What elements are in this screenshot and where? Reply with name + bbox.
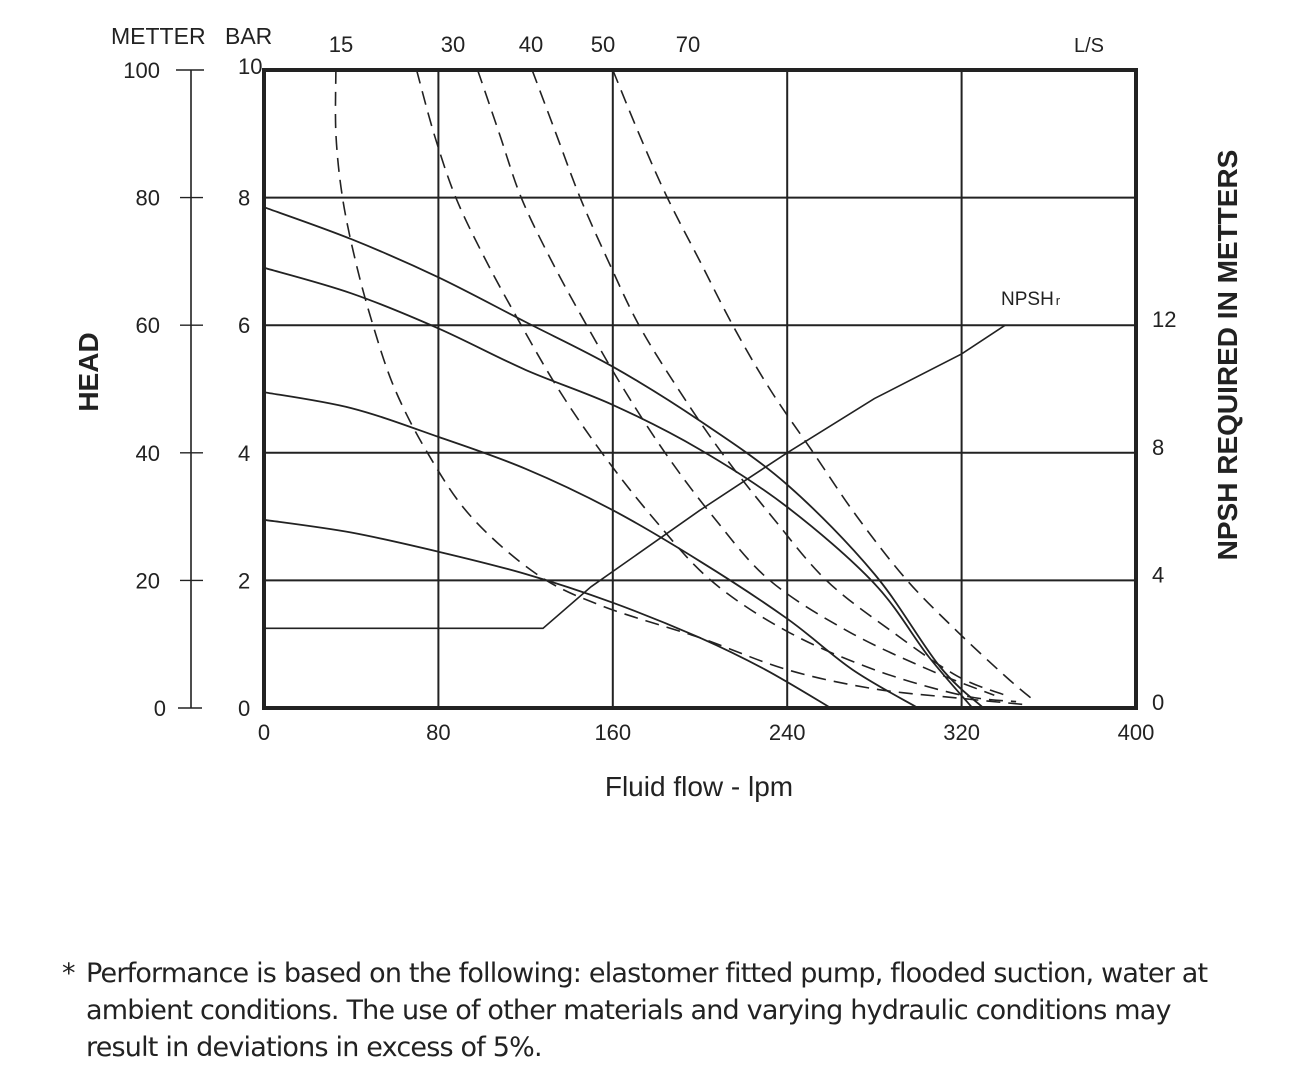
left-meter-scale: 0 20 40 60 80 100	[123, 58, 204, 721]
top-tick-label-50: 50	[591, 32, 615, 57]
air-consumption-curve-air-70	[612, 70, 1032, 700]
npsh-axis-title: NPSH REQUIRED IN METTERS	[1212, 150, 1243, 561]
npsh-label-sub: r	[1056, 293, 1061, 308]
npsh-tick-label-0: 0	[1152, 690, 1164, 715]
head-curve-curve-4	[264, 518, 832, 708]
x-axis-title: Fluid flow - lpm	[605, 771, 793, 802]
bar-tick-label-4: 4	[238, 441, 250, 466]
bar-tick-label-6: 6	[238, 313, 250, 338]
top-tick-label-15: 15	[329, 32, 353, 57]
air-consumption-curve-air-15	[334, 70, 1028, 706]
air-consumption-curve-air-40	[476, 70, 995, 696]
air-consumption-curve-air-50	[531, 70, 1006, 696]
meter-tick-label-100: 100	[123, 58, 160, 83]
head-curve-curve-1	[264, 206, 985, 708]
x-tick-label-160: 160	[594, 720, 631, 745]
meter-tick-label-0: 0	[154, 696, 166, 721]
meter-tick-label-40: 40	[136, 441, 160, 466]
meter-tick-label-20: 20	[136, 568, 160, 593]
npsh-label-main: NPSH	[1001, 289, 1054, 310]
plot-frame	[262, 68, 1138, 710]
npsh-tick-label-8: 8	[1152, 435, 1164, 460]
top-tick-label-30: 30	[441, 32, 465, 57]
npsh-curve	[264, 324, 1006, 630]
bar-tick-label-8: 8	[238, 186, 250, 211]
top-tick-label-70: 70	[676, 32, 700, 57]
data-curves	[264, 70, 1032, 708]
top-tick-label-40: 40	[519, 32, 543, 57]
head-curve-curve-2	[264, 266, 974, 708]
performance-footnote: * Performance is based on the following:…	[62, 955, 1242, 1066]
bar-tick-label-0: 0	[238, 696, 250, 721]
bar-axis-label: BAR	[225, 23, 272, 49]
x-tick-label-320: 320	[943, 720, 980, 745]
meter-tick-label-80: 80	[136, 186, 160, 211]
x-tick-label-80: 80	[426, 720, 450, 745]
npsh-tick-label-12: 12	[1152, 307, 1176, 332]
meter-axis-label: METTER	[111, 23, 206, 49]
bar-tick-label-10: 10	[238, 54, 262, 79]
bar-tick-label-2: 2	[238, 568, 250, 593]
head-curve-curve-3	[264, 391, 919, 708]
meter-tick-label-60: 60	[136, 313, 160, 338]
footnote-marker: *	[62, 958, 75, 989]
npsh-curve-label: NPSH r	[1001, 289, 1061, 310]
x-tick-label-400: 400	[1118, 720, 1155, 745]
head-axis-title: HEAD	[73, 332, 104, 411]
footnote-text: Performance is based on the following: e…	[86, 958, 1208, 1063]
curve-group	[264, 70, 1032, 708]
x-tick-label-240: 240	[769, 720, 806, 745]
x-tick-label-0: 0	[258, 720, 270, 745]
ls-unit-label: L/S	[1074, 35, 1104, 57]
axis-labels: 0 80 160 240 320 400 15 30 40 50 70 0 2 4 6 8 10 0 4 8 12	[238, 32, 1176, 745]
npsh-tick-label-4: 4	[1152, 562, 1164, 587]
grid-lines	[264, 70, 1136, 708]
air-consumption-curve-air-30	[415, 70, 1017, 703]
